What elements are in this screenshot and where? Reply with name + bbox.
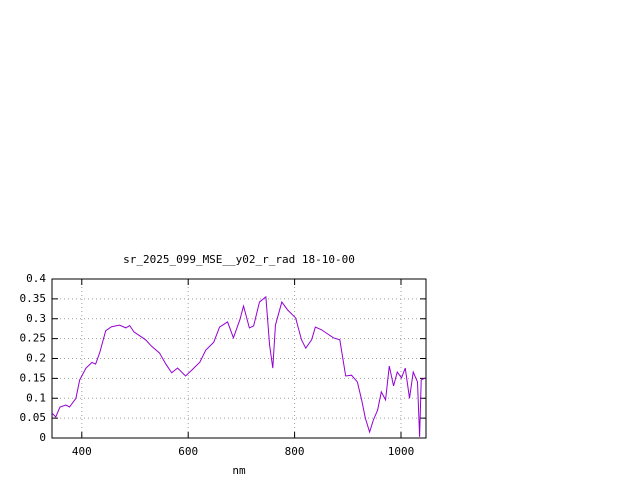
- x-tick-label: 600: [178, 445, 198, 458]
- x-tick-label: 400: [72, 445, 92, 458]
- y-tick-label: 0.3: [26, 312, 46, 325]
- x-tick-label: 800: [285, 445, 305, 458]
- y-tick-label: 0.15: [20, 371, 47, 384]
- y-tick-label: 0.25: [20, 332, 47, 345]
- plot-border: [51, 278, 427, 439]
- data-line: [51, 295, 426, 437]
- x-axis-label: nm: [232, 464, 246, 477]
- y-tick-label: 0.05: [20, 411, 47, 424]
- y-tick-label: 0.4: [26, 272, 46, 285]
- y-tick-label: 0.35: [20, 292, 47, 305]
- y-tick-label: 0.2: [26, 352, 46, 365]
- chart-title: sr_2025_099_MSE__y02_r_rad 18-10-00: [123, 253, 355, 266]
- y-tick-label: 0.1: [26, 391, 46, 404]
- y-tick-label: 0: [39, 431, 46, 444]
- x-tick-label: 1000: [388, 445, 415, 458]
